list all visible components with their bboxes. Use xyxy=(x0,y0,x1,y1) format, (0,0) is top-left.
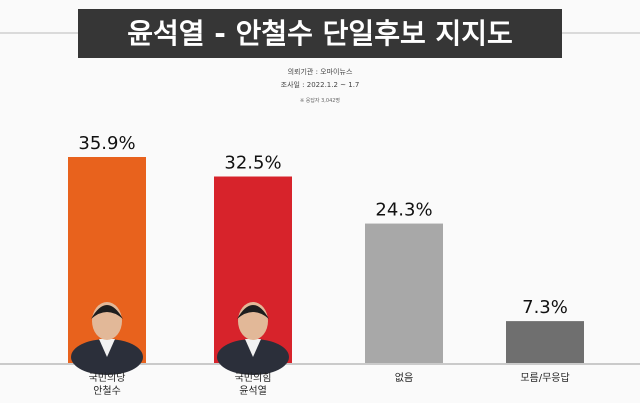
value-label: 7.3% xyxy=(522,297,568,318)
x-tick-label: 없음 xyxy=(394,373,414,384)
photo-hair xyxy=(91,305,123,319)
photo-shirt xyxy=(245,339,261,357)
bar xyxy=(365,223,443,363)
x-tick-label: 모름/무응답 xyxy=(520,373,570,384)
value-label: 24.3% xyxy=(375,200,432,221)
photo-shirt xyxy=(99,339,115,357)
chart-title: 윤석열 - 안철수 단일후보 지지도 xyxy=(127,17,513,50)
photo-hair xyxy=(237,305,269,319)
x-tick-label: 국민의힘 윤석열 xyxy=(234,373,272,397)
note: 조사일 : 2022.1.2 ~ 1.7 xyxy=(281,80,360,89)
title-banner xyxy=(78,9,562,58)
bar xyxy=(506,321,584,363)
value-label: 32.5% xyxy=(224,153,281,174)
value-label: 35.9% xyxy=(78,133,135,154)
note: 의뢰기관 : 오마이뉴스 xyxy=(288,67,353,76)
note: ※ 응답자 3,042명 xyxy=(300,97,340,104)
x-tick-label: 국민의당 안철수 xyxy=(88,373,126,397)
